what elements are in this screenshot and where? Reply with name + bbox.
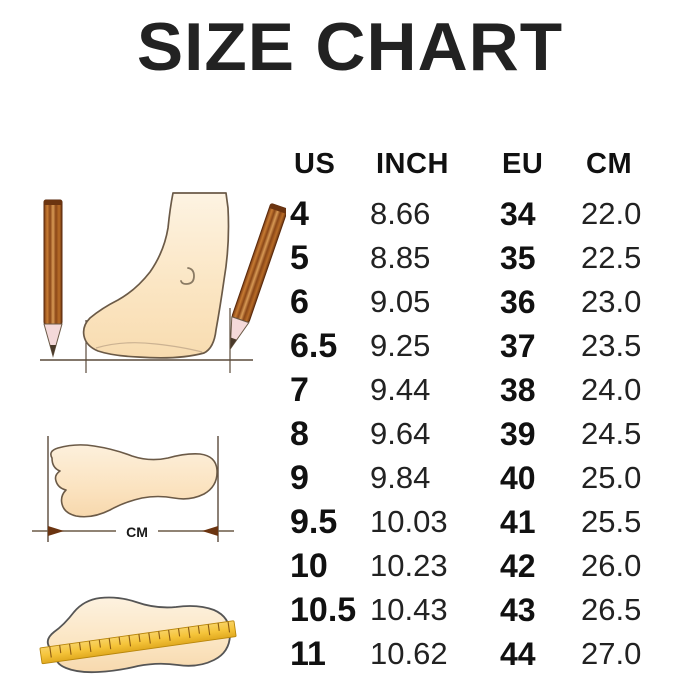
size-cell-inch: 8.66 (370, 196, 431, 231)
size-cell-cm: 22.5 (581, 240, 642, 275)
size-cell-eu: 44 (500, 636, 536, 672)
size-cell-cm: 25.5 (581, 504, 642, 539)
cm-arrow-left (48, 526, 64, 536)
table-row: 10.5 10.43 43 26.5 (288, 588, 680, 632)
column-header-inch: INCH (376, 148, 449, 180)
illustration-panel: CM (18, 190, 286, 690)
table-row: 10 10.23 42 26.0 (288, 544, 680, 588)
column-header-eu: EU (502, 148, 544, 180)
cm-dimension-label: CM (126, 524, 148, 540)
size-cell-inch: 9.84 (370, 460, 431, 495)
size-cell-us: 6 (290, 283, 309, 321)
size-cell-inch: 10.03 (370, 504, 448, 539)
size-cell-eu: 36 (500, 284, 536, 320)
size-chart-table: US INCH EU CM 4 8.66 34 22.0 5 8.85 35 22.5 6 9.0… (288, 140, 680, 676)
size-cell-cm: 25.0 (581, 460, 642, 495)
size-cell-us: 11 (290, 635, 326, 673)
left-pencil-icon (43, 199, 63, 358)
size-cell-cm: 27.0 (581, 636, 642, 671)
size-cell-us: 6.5 (290, 327, 338, 365)
table-row: 7 9.44 38 24.0 (288, 368, 680, 412)
size-cell-us: 10 (290, 547, 328, 585)
page-title: SIZE CHART (136, 9, 564, 85)
footprint-measuring-tape-illustration (18, 580, 268, 690)
size-cell-cm: 24.0 (581, 372, 642, 407)
size-cell-us: 4 (290, 195, 309, 233)
size-cell-inch: 8.85 (370, 240, 431, 275)
table-row: 4 8.66 34 22.0 (288, 192, 680, 236)
size-cell-eu: 39 (500, 416, 536, 452)
table-row: 6 9.05 36 23.0 (288, 280, 680, 324)
size-cell-inch: 10.62 (370, 636, 448, 671)
size-cell-us: 5 (290, 239, 309, 277)
size-cell-inch: 9.05 (370, 284, 431, 319)
size-cell-eu: 43 (500, 592, 536, 628)
table-header-row: US INCH EU CM (288, 140, 680, 192)
size-cell-us: 9.5 (290, 503, 338, 541)
column-header-us: US (294, 148, 336, 180)
table-body: 4 8.66 34 22.0 5 8.85 35 22.5 6 9.05 36 23.0 6.5 9.25… (288, 192, 680, 676)
size-cell-eu: 37 (500, 328, 536, 364)
size-cell-eu: 40 (500, 460, 536, 496)
size-cell-eu: 35 (500, 240, 536, 276)
size-cell-eu: 34 (500, 196, 536, 232)
size-cell-cm: 22.0 (581, 196, 642, 231)
cm-arrow-right (202, 526, 218, 536)
ankle-bone-mark (180, 267, 195, 285)
size-cell-cm: 24.5 (581, 416, 642, 451)
size-cell-inch: 9.64 (370, 416, 431, 451)
table-row: 11 10.62 44 27.0 (288, 632, 680, 676)
size-cell-cm: 26.0 (581, 548, 642, 583)
size-cell-us: 7 (290, 371, 309, 409)
size-cell-eu: 38 (500, 372, 536, 408)
size-cell-us: 8 (290, 415, 309, 453)
size-cell-inch: 10.23 (370, 548, 448, 583)
size-cell-inch: 9.25 (370, 328, 431, 363)
size-cell-us: 10.5 (290, 591, 357, 629)
size-cell-cm: 26.5 (581, 592, 642, 627)
table-row: 9 9.84 40 25.0 (288, 456, 680, 500)
right-pencil-icon (229, 203, 286, 351)
size-cell-eu: 41 (500, 504, 536, 540)
table-row: 8 9.64 39 24.5 (288, 412, 680, 456)
foot-side-view-with-pencils-illustration (18, 190, 286, 385)
measuring-tape-icon (39, 620, 237, 665)
foot-arch-detail (95, 342, 203, 353)
size-cell-inch: 10.43 (370, 592, 448, 627)
size-cell-eu: 42 (500, 548, 536, 584)
table-row: 9.5 10.03 41 25.5 (288, 500, 680, 544)
foot-side-profile (82, 192, 230, 359)
size-cell-us: 9 (290, 459, 309, 497)
table-row: 6.5 9.25 37 23.5 (288, 324, 680, 368)
size-cell-cm: 23.0 (581, 284, 642, 319)
table-row: 5 8.85 35 22.5 (288, 236, 680, 280)
footprint-cm-dimension-illustration: CM (18, 418, 268, 558)
column-header-cm: CM (586, 148, 633, 180)
size-cell-cm: 23.5 (581, 328, 642, 363)
size-cell-inch: 9.44 (370, 372, 431, 407)
footprint-outline (50, 444, 218, 518)
